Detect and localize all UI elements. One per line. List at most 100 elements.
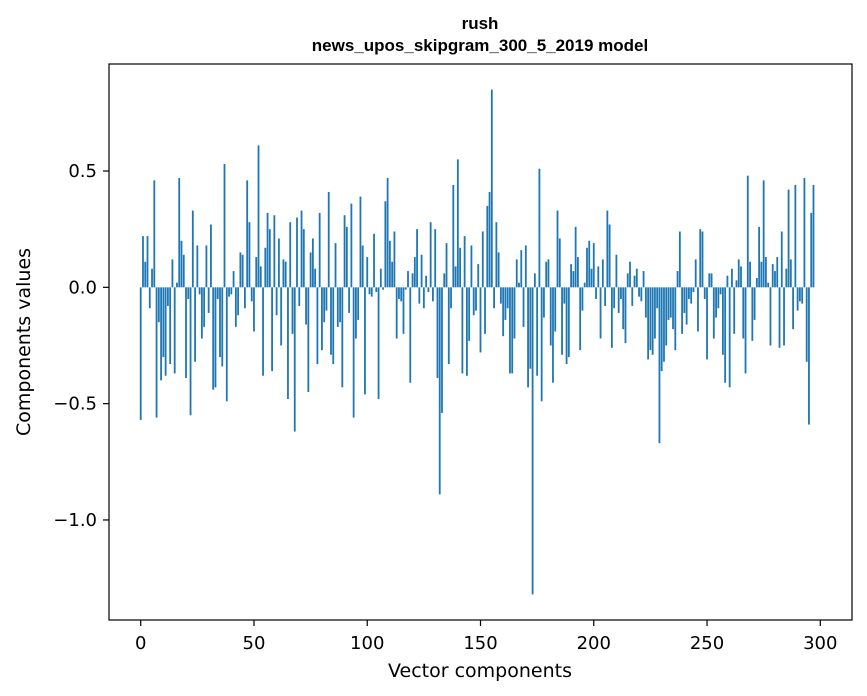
bar-259 (726, 275, 729, 288)
bar-114 (398, 287, 400, 299)
bar-256 (719, 287, 722, 295)
bar-77 (314, 268, 317, 288)
bar-113 (395, 287, 398, 339)
bar-102 (370, 287, 373, 297)
bar-79 (318, 212, 321, 288)
bar-154 (488, 191, 491, 288)
x-tick-label: 100 (350, 633, 384, 654)
bar-120 (411, 273, 414, 288)
bar-268 (746, 175, 749, 288)
bar-124 (420, 254, 423, 288)
bar-165 (513, 287, 516, 339)
bar-254 (715, 287, 717, 318)
bar-20 (185, 287, 187, 379)
bar-108 (384, 201, 387, 288)
bar-208 (610, 287, 613, 348)
bar-274 (760, 261, 763, 288)
bar-260 (728, 287, 731, 388)
bar-252 (710, 273, 713, 288)
bar-181 (549, 287, 552, 346)
bar-189 (567, 287, 570, 358)
bar-216 (629, 261, 631, 288)
bar-87 (336, 287, 339, 327)
bar-233 (667, 287, 670, 320)
x-tick-label: 0 (135, 633, 146, 654)
bar-18 (180, 240, 183, 288)
bar-215 (626, 273, 629, 288)
bar-131 (436, 287, 439, 379)
bar-292 (801, 287, 804, 304)
y-axis-ticks: 0.5 0.0 −0.5 −1.0 (53, 161, 109, 531)
bar-110 (388, 240, 391, 288)
bar-71 (300, 210, 303, 288)
bar-236 (674, 287, 677, 351)
bar-202 (597, 266, 600, 288)
bar-11 (164, 287, 167, 376)
bar-103 (373, 233, 375, 288)
plot-frame (108, 63, 853, 621)
bar-148 (475, 287, 477, 311)
bar-151 (481, 231, 484, 288)
x-axis-label: Vector components (388, 660, 572, 682)
chart-subtitle: news_upos_skipgram_300_5_2019 model (312, 36, 648, 55)
bar-220 (638, 287, 640, 297)
bar-89 (341, 287, 344, 388)
bar-230 (660, 287, 663, 372)
bar-199 (590, 268, 593, 288)
bar-60 (275, 287, 278, 316)
bar-149 (477, 264, 480, 288)
bar-170 (524, 245, 527, 288)
bar-59 (273, 215, 276, 288)
x-tick-label: 250 (690, 633, 724, 654)
bar-248 (701, 231, 704, 288)
bar-35 (219, 287, 221, 358)
bar-255 (717, 287, 720, 309)
x-tick-label: 50 (243, 633, 266, 654)
bar-10 (162, 287, 165, 358)
bar-134 (443, 273, 446, 288)
bar-16 (176, 282, 178, 288)
bar-94 (352, 287, 355, 418)
bars-group (139, 89, 815, 595)
bar-282 (778, 287, 781, 348)
bar-37 (223, 164, 226, 288)
bar-128 (429, 222, 432, 288)
bar-200 (592, 243, 595, 288)
bar-270 (751, 287, 754, 341)
bar-66 (289, 222, 292, 288)
bar-82 (325, 287, 328, 311)
bar-174 (533, 273, 536, 288)
bar-155 (490, 89, 493, 288)
bar-192 (574, 226, 577, 288)
bar-64 (284, 261, 287, 288)
bar-276 (765, 257, 767, 288)
bar-225 (649, 287, 652, 351)
y-axis-label: Components values (13, 248, 35, 436)
bar-23 (191, 210, 194, 288)
bar-75 (309, 252, 312, 288)
bar-130 (434, 229, 437, 288)
bar-284 (783, 287, 785, 346)
bar-91 (345, 226, 348, 288)
bar-92 (348, 287, 351, 313)
bar-39 (228, 287, 230, 297)
bar-251 (708, 273, 711, 288)
bar-123 (418, 287, 421, 304)
bar-0 (139, 287, 142, 420)
bar-101 (368, 287, 371, 295)
bar-70 (298, 287, 301, 306)
bar-161 (504, 287, 507, 320)
bar-125 (422, 287, 425, 309)
bar-269 (749, 261, 751, 288)
bar-17 (178, 177, 181, 288)
bar-15 (173, 287, 176, 374)
bar-171 (527, 287, 529, 388)
bar-117 (404, 287, 407, 290)
bar-100 (366, 257, 369, 288)
bar-129 (432, 287, 434, 302)
bar-139 (454, 266, 457, 288)
bar-235 (672, 287, 674, 330)
bar-184 (556, 210, 559, 288)
